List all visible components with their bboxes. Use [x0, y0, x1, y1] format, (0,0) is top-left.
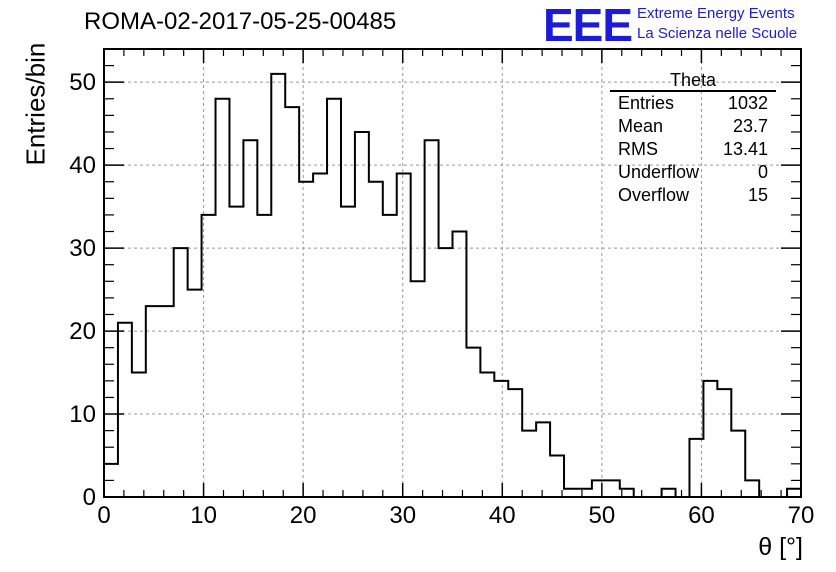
y-tick-label: 0	[83, 484, 96, 511]
stats-row: Mean 23.7	[610, 115, 776, 138]
stats-value: 13.41	[722, 139, 768, 159]
stats-label: Entries	[618, 93, 675, 113]
y-tick-label: 30	[69, 235, 96, 262]
x-axis-label: θ [°]	[758, 533, 803, 561]
tick-labels: 0 10 20 30 40 50 60 70 0 10 20 30 40 50	[69, 69, 814, 529]
y-tick-label: 20	[69, 318, 96, 345]
eee-logo: EEE	[543, 0, 633, 51]
y-tick-label: 50	[69, 69, 96, 96]
x-tick-label: 20	[290, 502, 317, 529]
stats-value: 0	[757, 162, 768, 182]
x-tick-label: 0	[97, 502, 110, 529]
logo-line-1: Extreme Energy Events	[637, 5, 795, 22]
stats-label: Overflow	[618, 185, 690, 205]
x-tick-label: 60	[688, 502, 715, 529]
x-tick-label: 70	[788, 502, 815, 529]
stats-value: 15	[747, 185, 768, 205]
stats-row: Entries 1032	[610, 92, 776, 115]
stats-row: RMS 13.41	[610, 138, 776, 161]
stats-title: Theta	[610, 70, 776, 92]
gridlines	[104, 49, 801, 497]
run-title: ROMA-02-2017-05-25-00485	[84, 8, 397, 35]
x-tick-label: 30	[389, 502, 416, 529]
logo-text: Extreme Energy Events La Scienza nelle S…	[637, 4, 797, 44]
x-tick-label: 40	[489, 502, 516, 529]
stats-label: Underflow	[618, 162, 700, 182]
y-axis-label: Entries/bin	[20, 42, 51, 166]
plot-frame	[103, 48, 802, 498]
x-tick-label: 50	[589, 502, 616, 529]
stats-value: 1032	[727, 93, 768, 113]
stats-label: RMS	[618, 139, 658, 159]
stats-value: 23.7	[732, 116, 768, 136]
y-tick-label: 10	[69, 401, 96, 428]
stats-row: Overflow 15	[610, 184, 776, 207]
stats-row: Underflow 0	[610, 161, 776, 184]
x-tick-label: 10	[190, 502, 217, 529]
stats-box: Theta Entries 1032 Mean 23.7 RMS 13.41 Unde…	[610, 70, 776, 207]
y-tick-label: 40	[69, 152, 96, 179]
stats-label: Mean	[618, 116, 664, 136]
logo-line-2: La Scienza nelle Scuole	[637, 25, 798, 42]
